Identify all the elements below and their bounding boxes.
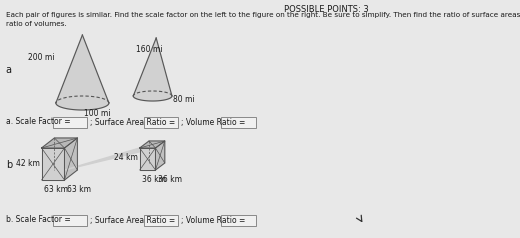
- Text: 63 km: 63 km: [68, 185, 92, 194]
- Polygon shape: [42, 138, 77, 148]
- Polygon shape: [140, 141, 165, 148]
- Text: b: b: [6, 160, 12, 170]
- Polygon shape: [155, 141, 165, 170]
- Text: 36 km: 36 km: [142, 175, 166, 184]
- Text: ; Surface Area Ratio =: ; Surface Area Ratio =: [89, 215, 175, 224]
- Text: 36 km: 36 km: [158, 175, 183, 184]
- Text: ; Volume Ratio =: ; Volume Ratio =: [180, 118, 245, 127]
- Polygon shape: [42, 148, 64, 180]
- Text: 200 mi: 200 mi: [28, 54, 55, 63]
- Text: b. Scale Factor =: b. Scale Factor =: [6, 215, 71, 224]
- Text: a. Scale Factor =: a. Scale Factor =: [6, 118, 70, 127]
- Text: ; Volume Ratio =: ; Volume Ratio =: [180, 215, 245, 224]
- Text: 100 mi: 100 mi: [84, 109, 110, 118]
- Polygon shape: [140, 148, 155, 170]
- FancyBboxPatch shape: [222, 214, 256, 225]
- Text: 63 km: 63 km: [44, 185, 68, 194]
- Text: 42 km: 42 km: [16, 159, 40, 169]
- Text: 24 km: 24 km: [114, 153, 138, 162]
- Text: 160 mi: 160 mi: [136, 45, 163, 55]
- FancyBboxPatch shape: [144, 214, 178, 225]
- FancyBboxPatch shape: [144, 116, 178, 128]
- Polygon shape: [64, 138, 77, 180]
- Text: a: a: [6, 65, 12, 75]
- FancyBboxPatch shape: [53, 214, 87, 225]
- Text: 80 mi: 80 mi: [173, 95, 195, 104]
- FancyBboxPatch shape: [53, 116, 87, 128]
- Text: ratio of volumes.: ratio of volumes.: [6, 21, 67, 27]
- FancyBboxPatch shape: [222, 116, 256, 128]
- Polygon shape: [64, 148, 155, 170]
- Polygon shape: [42, 148, 64, 180]
- Text: ; Surface Area Ratio =: ; Surface Area Ratio =: [89, 118, 175, 127]
- Text: Each pair of figures is similar. Find the scale factor on the left to the figure: Each pair of figures is similar. Find th…: [6, 12, 520, 18]
- Polygon shape: [56, 35, 109, 110]
- Polygon shape: [133, 38, 172, 101]
- Text: POSSIBLE POINTS: 3: POSSIBLE POINTS: 3: [283, 5, 368, 14]
